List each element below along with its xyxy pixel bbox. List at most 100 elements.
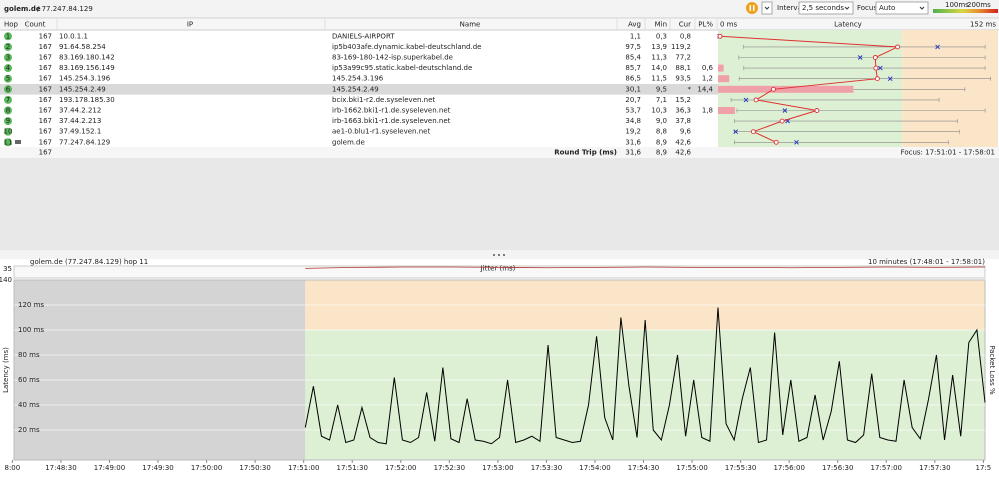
avg: 31,6 [625,138,641,146]
ip: 145.254.3.196 [59,75,111,83]
x-tick-label: 17:51:00 [288,464,319,472]
avg-marker [753,97,759,103]
min: 7,1 [656,96,667,104]
interval-label: Interval [777,4,804,12]
x-tick-label: 17:48:30 [45,464,76,472]
x-tick-label: 17:53:30 [531,464,562,472]
interval-select[interactable] [798,1,854,15]
hop-icon [4,117,12,126]
packet-loss: 0,6 [702,64,714,72]
pause-menu[interactable] [761,1,773,15]
hop-icon [4,95,12,104]
summary-avg: 31,6 [625,149,641,157]
graph-title: golem.de (77.247.84.129) hop 11 [30,258,148,266]
count: 167 [39,117,52,125]
hop-icon [4,138,12,147]
hop-graph-icon [15,140,21,144]
x-tick-label: 17:57:00 [871,464,902,472]
plot-frame [13,279,986,461]
name: DANIELS-AIRPORT [332,32,395,40]
avg-marker [770,86,776,92]
jitter-line [305,266,986,269]
ip: 83.169.156.149 [59,64,115,72]
splitter-dot [493,254,495,256]
avg-marker [873,65,879,71]
focus-value: Auto [879,4,895,12]
dropdown-arrow [919,6,925,10]
jitter-label: Jitter (ms) [480,265,516,273]
cur: 93,5 [675,75,691,83]
current-marker [877,65,883,71]
column-header: Cur [679,21,691,29]
threshold-legend-label: 100ms [945,1,969,9]
packet-loss-bar [718,85,854,93]
focus-select[interactable] [875,1,929,15]
x-tick-label: 17:49:00 [94,464,125,472]
count: 167 [39,75,52,83]
x-tick-label: 17:52:00 [385,464,416,472]
column-header: Name [460,21,481,29]
avg: 86,5 [625,75,641,83]
min: 9,5 [656,85,667,93]
packet-loss-bar [718,75,730,83]
grid-label: 100 ms [18,326,44,334]
summary-min: 8,9 [656,149,667,157]
x-tick-label: 17:51:30 [337,464,368,472]
name: irb-1663.bki1-r1.de.syseleven.net [332,117,451,125]
name: 83-169-180-142-isp.superkabel.de [332,54,453,62]
current-marker [887,76,893,82]
name: irb-1662.bki1-r1.de.syseleven.net [332,107,451,115]
current-marker [733,129,739,135]
ip: 37.49.152.1 [59,128,101,136]
ip: 145.254.2.49 [59,85,106,93]
min: 10,3 [651,107,667,115]
min: 0,3 [656,32,667,40]
focus-range: Focus: 17:51:01 - 17:58:01 [901,149,995,157]
hop-icon [4,85,12,94]
summary-row-bg [0,147,999,158]
x-tick-label: 17:5 [976,464,992,472]
latency-line [304,307,986,445]
count: 167 [39,128,52,136]
x-tick-label: 17:55:30 [725,464,756,472]
summary-label: Round Trip (ms) [554,149,617,157]
hop: 7 [6,96,10,104]
interval-value: 2,5 seconds [802,4,844,12]
dropdown-arrow [764,6,770,10]
avg: 20,7 [625,96,641,104]
name: ip5b403afe.dynamic.kabel-deutschland.de [332,43,481,51]
hop: 10 [4,128,13,136]
column-header: Hop [4,21,19,29]
hop-icon [4,106,12,115]
hop: 8 [6,107,10,115]
column-header: Min [655,21,667,29]
grid-label: 60 ms [18,376,40,384]
x-tick-label: 17:53:00 [482,464,513,472]
avg: 30,1 [625,85,641,93]
name: golem.de [332,138,365,146]
avg: 19,2 [625,128,641,136]
cur: 42,6 [675,138,691,146]
target-ip: / 77.247.84.129 [37,5,93,13]
column-header: IP [187,21,193,29]
splitter-dot [503,254,505,256]
pause-button[interactable] [746,2,758,14]
column-header: PL% [698,21,713,29]
x-tick-label: 17:50:00 [191,464,222,472]
cur: 15,2 [675,96,691,104]
table-header [0,19,999,30]
avg-marker [895,44,901,50]
avg-marker [874,76,880,82]
y-tick-label: 140 [0,276,12,284]
min: 8,8 [656,128,667,136]
splitter-dot [498,254,500,256]
avg-marker [779,118,785,124]
count: 167 [39,138,52,146]
x-tick-label: 17:57:30 [919,464,950,472]
hop-icon [4,74,12,83]
cur: 0,8 [680,32,691,40]
min: 9,0 [656,117,667,125]
avg: 85,7 [625,64,641,72]
no-data-region [14,280,306,460]
